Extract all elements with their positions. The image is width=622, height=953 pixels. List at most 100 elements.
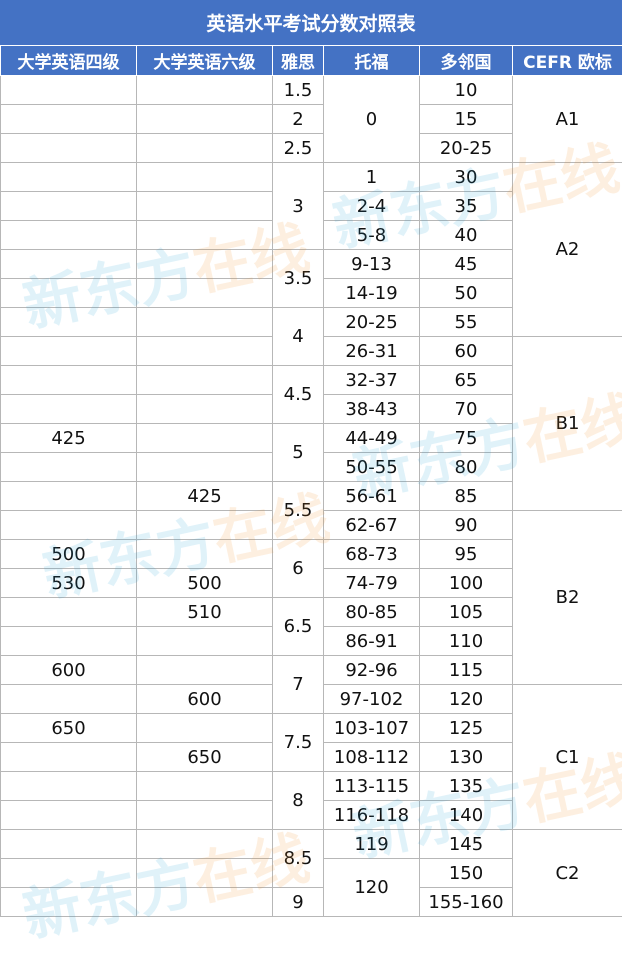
cet4-cell — [1, 250, 137, 279]
cet4-cell — [1, 192, 137, 221]
table-row: 1.5 0 10 A1 — [1, 76, 622, 105]
cet4-cell: 500 — [1, 540, 137, 569]
cet4-cell — [1, 685, 137, 714]
ielts-cell: 3 — [273, 163, 324, 250]
cet6-cell — [137, 627, 273, 656]
cet6-cell — [137, 366, 273, 395]
toefl-cell: 80-85 — [324, 598, 420, 627]
cet4-cell — [1, 859, 137, 888]
duolingo-cell: 90 — [420, 511, 513, 540]
cet6-cell — [137, 540, 273, 569]
cet4-cell — [1, 337, 137, 366]
duolingo-cell: 125 — [420, 714, 513, 743]
cet6-cell — [137, 453, 273, 482]
cet6-cell: 500 — [137, 569, 273, 598]
cet6-cell — [137, 76, 273, 105]
toefl-cell: 44-49 — [324, 424, 420, 453]
toefl-cell: 103-107 — [324, 714, 420, 743]
ielts-cell: 8 — [273, 772, 324, 830]
cet6-cell — [137, 105, 273, 134]
cefr-cell: C2 — [513, 830, 622, 917]
cet6-cell — [137, 192, 273, 221]
toefl-cell: 74-79 — [324, 569, 420, 598]
ielts-cell: 2 — [273, 105, 324, 134]
toefl-cell: 9-13 — [324, 250, 420, 279]
cet4-cell — [1, 482, 137, 511]
duolingo-cell: 65 — [420, 366, 513, 395]
toefl-cell: 113-115 — [324, 772, 420, 801]
toefl-cell: 2-4 — [324, 192, 420, 221]
cet6-cell: 425 — [137, 482, 273, 511]
ielts-cell: 7 — [273, 656, 324, 714]
toefl-cell: 0 — [324, 76, 420, 163]
duolingo-cell: 145 — [420, 830, 513, 859]
cet6-cell — [137, 830, 273, 859]
toefl-cell: 92-96 — [324, 656, 420, 685]
duolingo-cell: 80 — [420, 453, 513, 482]
duolingo-cell: 45 — [420, 250, 513, 279]
cet4-cell — [1, 598, 137, 627]
cet6-cell — [137, 250, 273, 279]
table-row: 3 1 30 A2 — [1, 163, 622, 192]
cet6-cell — [137, 308, 273, 337]
duolingo-cell: 75 — [420, 424, 513, 453]
toefl-cell: 62-67 — [324, 511, 420, 540]
cet6-cell — [137, 424, 273, 453]
cet4-cell — [1, 76, 137, 105]
toefl-cell: 32-37 — [324, 366, 420, 395]
table-title: 英语水平考试分数对照表 — [0, 0, 622, 45]
toefl-cell: 14-19 — [324, 279, 420, 308]
cet4-cell — [1, 830, 137, 859]
cet6-cell — [137, 337, 273, 366]
cet4-cell — [1, 221, 137, 250]
toefl-cell: 120 — [324, 859, 420, 917]
header-ielts: 雅思 — [273, 46, 324, 76]
cet4-cell — [1, 627, 137, 656]
duolingo-cell: 155-160 — [420, 888, 513, 917]
cet4-cell — [1, 511, 137, 540]
cet4-cell — [1, 134, 137, 163]
cet4-cell: 425 — [1, 424, 137, 453]
cet4-cell — [1, 772, 137, 801]
cet4-cell — [1, 888, 137, 917]
duolingo-cell: 20-25 — [420, 134, 513, 163]
cet6-cell: 510 — [137, 598, 273, 627]
duolingo-cell: 30 — [420, 163, 513, 192]
cet6-cell — [137, 656, 273, 685]
toefl-cell: 38-43 — [324, 395, 420, 424]
duolingo-cell: 95 — [420, 540, 513, 569]
duolingo-cell: 70 — [420, 395, 513, 424]
ielts-cell: 4.5 — [273, 366, 324, 424]
toefl-cell: 97-102 — [324, 685, 420, 714]
cet6-cell — [137, 279, 273, 308]
duolingo-cell: 115 — [420, 656, 513, 685]
duolingo-cell: 85 — [420, 482, 513, 511]
cet6-cell — [137, 134, 273, 163]
cet4-cell: 530 — [1, 569, 137, 598]
toefl-cell: 119 — [324, 830, 420, 859]
toefl-cell: 108-112 — [324, 743, 420, 772]
duolingo-cell: 135 — [420, 772, 513, 801]
duolingo-cell: 105 — [420, 598, 513, 627]
cet4-cell — [1, 279, 137, 308]
ielts-cell: 5 — [273, 424, 324, 482]
cet4-cell — [1, 743, 137, 772]
cet4-cell: 650 — [1, 714, 137, 743]
cet4-cell — [1, 801, 137, 830]
header-cet6: 大学英语六级 — [137, 46, 273, 76]
cefr-cell: A2 — [513, 163, 622, 337]
toefl-cell: 1 — [324, 163, 420, 192]
cet6-cell — [137, 221, 273, 250]
ielts-cell: 7.5 — [273, 714, 324, 772]
cet4-cell — [1, 366, 137, 395]
duolingo-cell: 35 — [420, 192, 513, 221]
toefl-cell: 86-91 — [324, 627, 420, 656]
ielts-cell: 4 — [273, 308, 324, 366]
duolingo-cell: 150 — [420, 859, 513, 888]
cet4-cell — [1, 395, 137, 424]
cefr-cell: C1 — [513, 685, 622, 830]
ielts-cell: 5.5 — [273, 482, 324, 540]
header-duolingo: 多邻国 — [420, 46, 513, 76]
toefl-cell: 20-25 — [324, 308, 420, 337]
duolingo-cell: 60 — [420, 337, 513, 366]
